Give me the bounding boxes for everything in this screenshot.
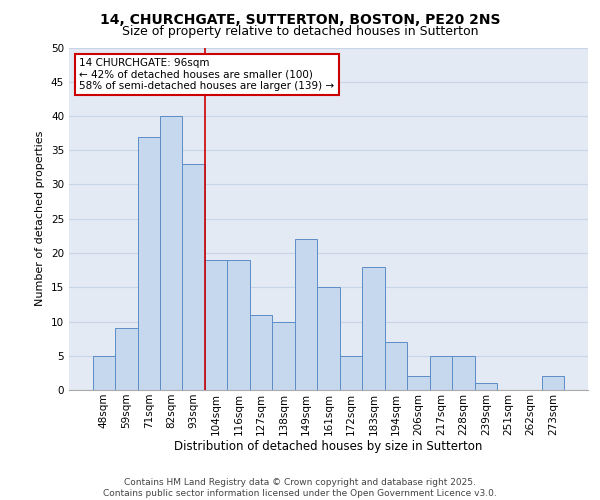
Bar <box>272 322 295 390</box>
Bar <box>542 376 565 390</box>
Bar <box>430 356 452 390</box>
Bar <box>182 164 205 390</box>
Text: 14 CHURCHGATE: 96sqm
← 42% of detached houses are smaller (100)
58% of semi-deta: 14 CHURCHGATE: 96sqm ← 42% of detached h… <box>79 58 335 91</box>
Bar <box>227 260 250 390</box>
Bar <box>160 116 182 390</box>
Bar <box>92 356 115 390</box>
Bar <box>362 266 385 390</box>
Bar <box>115 328 137 390</box>
Bar <box>137 136 160 390</box>
Bar <box>452 356 475 390</box>
Bar <box>385 342 407 390</box>
Bar <box>250 314 272 390</box>
Bar <box>407 376 430 390</box>
Y-axis label: Number of detached properties: Number of detached properties <box>35 131 46 306</box>
Text: 14, CHURCHGATE, SUTTERTON, BOSTON, PE20 2NS: 14, CHURCHGATE, SUTTERTON, BOSTON, PE20 … <box>100 12 500 26</box>
X-axis label: Distribution of detached houses by size in Sutterton: Distribution of detached houses by size … <box>175 440 482 454</box>
Bar <box>295 240 317 390</box>
Bar <box>205 260 227 390</box>
Text: Contains HM Land Registry data © Crown copyright and database right 2025.
Contai: Contains HM Land Registry data © Crown c… <box>103 478 497 498</box>
Bar <box>475 383 497 390</box>
Bar <box>340 356 362 390</box>
Text: Size of property relative to detached houses in Sutterton: Size of property relative to detached ho… <box>122 25 478 38</box>
Bar <box>317 287 340 390</box>
